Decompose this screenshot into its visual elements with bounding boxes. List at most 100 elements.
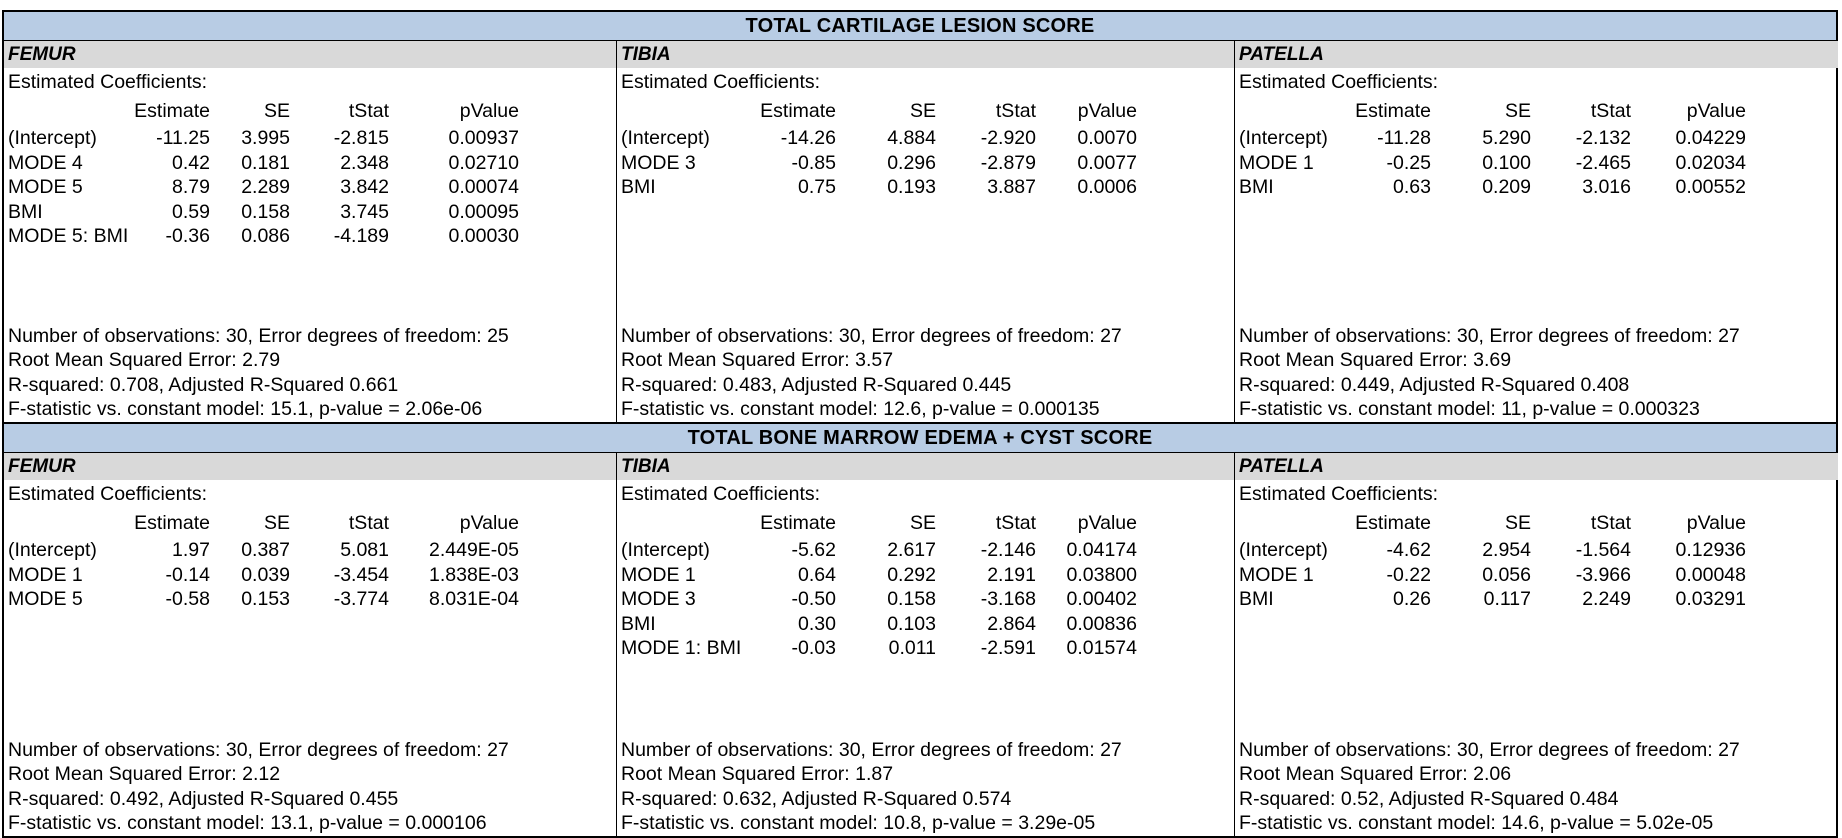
column-header: SE [1504, 100, 1531, 122]
results-sheet: TOTAL CARTILAGE LESION SCORE FEMUR Estima… [2, 10, 1838, 838]
term-label: MODE 1 [1239, 563, 1314, 586]
term-value: 8.79 [172, 176, 210, 199]
section-columns: FEMUR Estimated Coefficients: Estimate SE tS… [4, 41, 1838, 422]
term-value: 0.26 [1393, 588, 1431, 611]
term-value: 0.011 [888, 637, 936, 660]
column-header: Estimate [1355, 512, 1431, 534]
term-label: BMI [621, 612, 656, 635]
coefficients-label-text: Estimated Coefficients: [1239, 483, 1439, 505]
coefficients-label: Estimated Coefficients: [4, 480, 616, 509]
term-value: 0.056 [1482, 563, 1531, 586]
coefficient-row: MODE 1: BMI -0.03 0.011 -2.591 0.01574 [617, 636, 1234, 661]
term-label: MODE 1: BMI [621, 637, 742, 660]
term-value: -1.564 [1575, 539, 1631, 561]
term-value: 3.887 [987, 176, 1036, 199]
term-value: 0.181 [241, 151, 290, 174]
term-label: MODE 1 [8, 563, 83, 586]
term-value: 0.03800 [1066, 563, 1138, 586]
term-value: -14.26 [780, 127, 836, 149]
term-value: 2.289 [241, 176, 290, 199]
term-value: -2.879 [980, 151, 1036, 174]
term-value: 8.031E-04 [429, 588, 519, 611]
column-header: tStat [1590, 100, 1631, 122]
column-header: SE [909, 100, 936, 122]
term-value: 1.97 [172, 539, 210, 561]
term-value: -2.815 [333, 127, 389, 149]
section-cartilage: TOTAL CARTILAGE LESION SCORE FEMUR Estima… [2, 10, 1838, 422]
column-header: SE [263, 100, 290, 122]
column-header: tStat [348, 512, 389, 534]
term-value: 1.838E-03 [429, 563, 519, 586]
column-headers: Estimate SE tStat pValue [4, 97, 616, 126]
term-value: 0.04229 [1675, 127, 1747, 149]
term-value: 0.04174 [1066, 539, 1138, 561]
term-value: 0.59 [172, 200, 210, 223]
coefficient-row: MODE 3 -0.85 0.296 -2.879 0.0077 [617, 151, 1234, 176]
term-value: -2.591 [980, 637, 1036, 660]
statistic-line: Root Mean Squared Error: 3.69 [1239, 349, 1512, 372]
term-value: 0.153 [241, 588, 290, 611]
panel-name: FEMUR [4, 453, 616, 480]
term-value: -11.28 [1377, 127, 1431, 149]
term-value: 0.00095 [448, 200, 520, 223]
term-value: -0.58 [165, 588, 210, 611]
coefficients-label: Estimated Coefficients: [617, 480, 1234, 509]
coefficient-row: MODE 3 -0.50 0.158 -3.168 0.00402 [617, 587, 1234, 612]
model-statistics: Number of observations: 30, Error degree… [617, 324, 1234, 422]
statistic-line: F-statistic vs. constant model: 15.1, p-… [8, 398, 483, 421]
coefficients-label: Estimated Coefficients: [4, 68, 616, 97]
coefficient-row: BMI 0.75 0.193 3.887 0.0006 [617, 175, 1234, 200]
panel-patella: PATELLA Estimated Coefficients: Estimate SE… [1235, 41, 1838, 422]
panel-name: PATELLA [1235, 41, 1838, 68]
panel-name: FEMUR [4, 41, 616, 68]
statistic-line: Number of observations: 30, Error degree… [621, 324, 1122, 347]
term-value: 0.117 [1483, 588, 1531, 611]
section-columns: FEMUR Estimated Coefficients: Estimate SE tS… [4, 453, 1838, 836]
term-value: 0.0006 [1077, 176, 1137, 199]
term-value: -0.14 [165, 563, 210, 586]
term-value: 0.02034 [1675, 151, 1747, 174]
statistic-line: R-squared: 0.449, Adjusted R-Squared 0.4… [1239, 373, 1630, 396]
term-value: 2.954 [1482, 539, 1531, 561]
column-headers: Estimate SE tStat pValue [1235, 97, 1838, 126]
statistic-line: F-statistic vs. constant model: 12.6, p-… [621, 398, 1100, 421]
section-title: TOTAL BONE MARROW EDEMA + CYST SCORE [4, 422, 1836, 453]
coefficient-row: BMI 0.59 0.158 3.745 0.00095 [4, 200, 616, 225]
panel-tibia: TIBIA Estimated Coefficients: Estimate SE tS… [617, 41, 1235, 422]
coefficients-label: Estimated Coefficients: [617, 68, 1234, 97]
coefficient-row: MODE 1 -0.14 0.039 -3.454 1.838E-03 [4, 563, 616, 588]
coefficient-row: BMI 0.26 0.117 2.249 0.03291 [1235, 587, 1838, 612]
term-value: 0.0077 [1077, 151, 1137, 174]
term-value: -11.25 [156, 127, 210, 149]
term-value: -4.189 [333, 225, 389, 248]
statistic-line: F-statistic vs. constant model: 13.1, p-… [8, 812, 487, 835]
term-label: MODE 1 [1239, 151, 1314, 174]
term-value: 0.086 [241, 225, 290, 248]
term-value: -2.132 [1575, 127, 1631, 149]
term-value: 0.00030 [448, 225, 520, 248]
term-value: -3.774 [333, 588, 389, 611]
term-label: BMI [621, 176, 656, 199]
term-value: 0.103 [887, 612, 936, 635]
coefficient-row: (Intercept) 1.97 0.387 5.081 2.449E-05 [4, 538, 616, 563]
term-value: 4.884 [887, 127, 936, 149]
column-header: Estimate [134, 100, 210, 122]
coefficient-row: BMI 0.63 0.209 3.016 0.00552 [1235, 175, 1838, 200]
term-label: (Intercept) [1239, 539, 1328, 561]
statistic-line: Root Mean Squared Error: 2.79 [8, 349, 281, 372]
term-value: 0.296 [887, 151, 936, 174]
term-value: 0.039 [241, 563, 290, 586]
term-value: -3.966 [1575, 563, 1631, 586]
term-value: 3.745 [340, 200, 389, 223]
coefficients-label: Estimated Coefficients: [1235, 480, 1838, 509]
term-value: -0.36 [165, 225, 210, 248]
column-headers: Estimate SE tStat pValue [1235, 509, 1838, 538]
panel-femur: FEMUR Estimated Coefficients: Estimate SE tS… [4, 453, 617, 836]
statistic-line: R-squared: 0.708, Adjusted R-Squared 0.6… [8, 373, 399, 396]
term-value: 0.00552 [1675, 176, 1747, 199]
term-label: MODE 3 [621, 151, 696, 174]
statistic-line: Root Mean Squared Error: 3.57 [621, 349, 894, 372]
coefficients-label-text: Estimated Coefficients: [621, 483, 821, 505]
coefficient-row: MODE 5: BMI -0.36 0.086 -4.189 0.00030 [4, 224, 616, 249]
term-value: 2.617 [887, 539, 936, 561]
